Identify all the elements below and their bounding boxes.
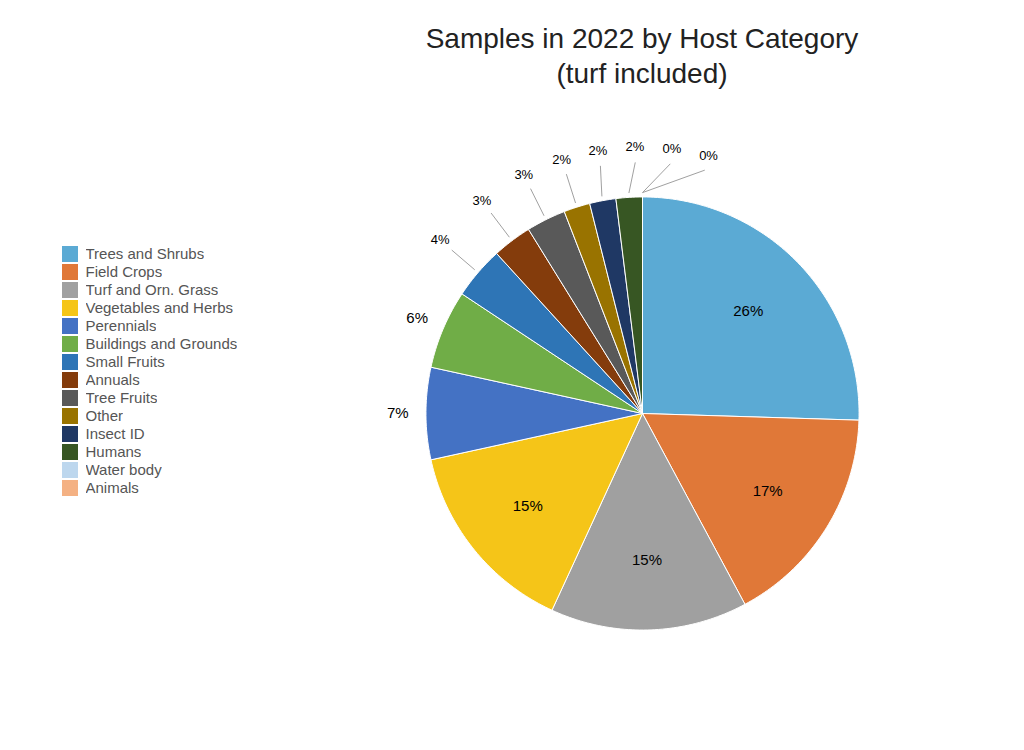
html-text:Annuals: Annuals — [85, 371, 140, 389]
svg-text:7%: 7% — [387, 404, 409, 421]
html-text:Field Crops: Field Crops — [85, 263, 163, 281]
html-text:Insect ID: Insect ID — [85, 425, 145, 443]
svg-text:2%: 2% — [625, 139, 644, 154]
svg-text:6%: 6% — [406, 309, 428, 326]
html-text:Animals: Animals — [85, 479, 139, 497]
svg-text:15%: 15% — [632, 551, 662, 568]
svg-text:2%: 2% — [588, 143, 607, 158]
html-text:Trees and Shrubs: Trees and Shrubs — [85, 245, 205, 263]
svg-text:4%: 4% — [431, 232, 450, 247]
html-text:Tree Fruits: Tree Fruits — [85, 389, 158, 407]
html-text:Small Fruits: Small Fruits — [85, 353, 165, 371]
svg-text:3%: 3% — [514, 167, 533, 182]
html-text:Turf and Orn. Grass: Turf and Orn. Grass — [85, 281, 219, 299]
svg-text:15%: 15% — [513, 497, 543, 514]
svg-text:17%: 17% — [753, 482, 783, 499]
html-text:Perennials: Perennials — [85, 317, 157, 335]
html-text:Humans: Humans — [85, 443, 142, 461]
svg-text:26%: 26% — [733, 302, 763, 319]
svg-text:3%: 3% — [473, 193, 492, 208]
svg-text:0%: 0% — [699, 148, 718, 163]
html-text:Samples in 2022 by Host Catego: Samples in 2022 by Host Category (turf i… — [425, 23, 859, 89]
html-text:Buildings and Grounds: Buildings and Grounds — [85, 335, 238, 353]
html-text:Vegetables and Herbs: Vegetables and Herbs — [85, 299, 234, 317]
svg-text:0%: 0% — [663, 141, 682, 156]
html-text:Other: Other — [85, 407, 123, 425]
html-text:Water body: Water body — [85, 461, 162, 479]
svg-text:2%: 2% — [552, 152, 571, 167]
